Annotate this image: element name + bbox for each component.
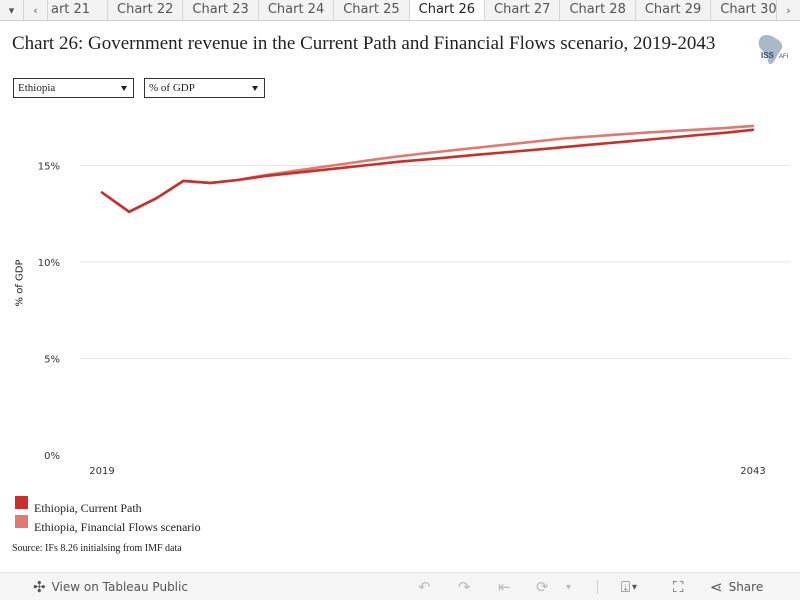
tableau-toolbar: ✣ View on Tableau Public ↶ ↷ ⇤ ⟳ ▾ ⍗ ▾ ⛶…	[0, 572, 800, 600]
iss-africa-logo: ISS AFI	[758, 34, 789, 64]
view-on-tableau-link[interactable]: ✣ View on Tableau Public	[33, 573, 188, 600]
share-icon: ⋖	[710, 578, 723, 596]
page-title: Chart 26: Government revenue in the Curr…	[12, 33, 716, 54]
country-chevron-down-icon	[121, 86, 127, 91]
undo-button[interactable]: ↶	[418, 573, 431, 600]
y-tick-label: 5%	[44, 355, 60, 366]
tab-chart-22[interactable]: Chart 22	[108, 0, 184, 20]
download-icon: ⍗	[621, 578, 631, 596]
y-tick-label: 15%	[38, 162, 60, 173]
legend-item-current-path[interactable]: Ethiopia, Current Path	[15, 496, 142, 515]
download-button[interactable]: ⍗ ▾	[621, 573, 637, 600]
y-axis-ticks: 0% 5% 10% 15%	[38, 162, 60, 463]
series-line-current-path[interactable]	[100, 128, 755, 214]
unit-chevron-down-icon	[252, 86, 258, 91]
unit-dropdown[interactable]: % of GDP	[144, 78, 265, 98]
unit-dropdown-value: % of GDP	[149, 82, 195, 94]
series-lines	[100, 124, 755, 214]
country-dropdown-value: Ethiopia	[18, 82, 56, 94]
fullscreen-icon: ⛶	[673, 578, 684, 596]
tab-scroll-left-icon[interactable]: ‹	[24, 0, 48, 20]
tab-menu-chevron-down-icon[interactable]: ▾	[0, 0, 24, 20]
x-tick-label: 2043	[740, 466, 765, 477]
toolbar-divider	[597, 580, 598, 594]
redo-button[interactable]: ↷	[458, 573, 471, 600]
legend-label: Ethiopia, Current Path	[34, 501, 142, 515]
x-axis-ticks: 2019 2043	[89, 466, 765, 477]
x-tick-label: 2019	[89, 466, 114, 477]
legend-swatch	[15, 515, 28, 528]
refresh-icon: ⟳	[536, 578, 549, 596]
refresh-button[interactable]: ⟳	[536, 573, 549, 600]
share-button[interactable]: ⋖ Share	[710, 573, 763, 600]
chevron-down-icon: ▾	[632, 581, 638, 593]
tab-chart-23[interactable]: Chart 23	[183, 0, 259, 20]
revert-button[interactable]: ⇤	[498, 573, 511, 600]
refresh-menu-button[interactable]: ▾	[566, 573, 571, 600]
undo-icon: ↶	[418, 578, 431, 596]
tab-scroll-right-icon[interactable]: ›	[776, 0, 800, 20]
line-chart: 0% 5% 10% 15% 2019 2043	[38, 124, 790, 477]
legend-item-financial-flows[interactable]: Ethiopia, Financial Flows scenario	[15, 515, 201, 534]
tab-chart-29[interactable]: Chart 29	[635, 0, 712, 20]
logo-suffix: AFI	[779, 54, 789, 60]
tab-list: art 21 Chart 22 Chart 23 Chart 24 Chart 25 Ch…	[48, 0, 776, 20]
logo-text: ISS	[761, 51, 775, 60]
tab-art-21[interactable]: art 21	[48, 0, 108, 20]
legend-swatch	[15, 496, 28, 509]
tableau-logo-icon: ✣	[33, 578, 46, 596]
tab-chart-30[interactable]: Chart 30	[711, 0, 776, 20]
chevron-down-icon: ▾	[566, 581, 572, 593]
share-label: Share	[728, 580, 764, 594]
y-tick-label: 10%	[38, 258, 60, 269]
view-on-tableau-label: View on Tableau Public	[51, 580, 188, 594]
gridlines	[80, 165, 790, 359]
y-tick-label: 0%	[44, 451, 60, 462]
revert-icon: ⇤	[498, 578, 511, 596]
tab-chart-27[interactable]: Chart 27	[485, 0, 561, 20]
country-dropdown[interactable]: Ethiopia	[13, 78, 134, 98]
redo-icon: ↷	[458, 578, 471, 596]
tab-chart-25[interactable]: Chart 25	[334, 0, 410, 20]
tab-bar: ▾ ‹ art 21 Chart 22 Chart 23 Chart 24 Chart …	[0, 0, 800, 21]
tab-chart-28[interactable]: Chart 28	[560, 0, 636, 20]
source-note: Source: IFs 8.26 initialsing from IMF da…	[12, 543, 182, 554]
tab-chart-26[interactable]: Chart 26	[409, 0, 486, 20]
fullscreen-button[interactable]: ⛶	[673, 573, 684, 600]
tab-chart-24[interactable]: Chart 24	[258, 0, 335, 20]
legend-label: Ethiopia, Financial Flows scenario	[34, 520, 201, 534]
